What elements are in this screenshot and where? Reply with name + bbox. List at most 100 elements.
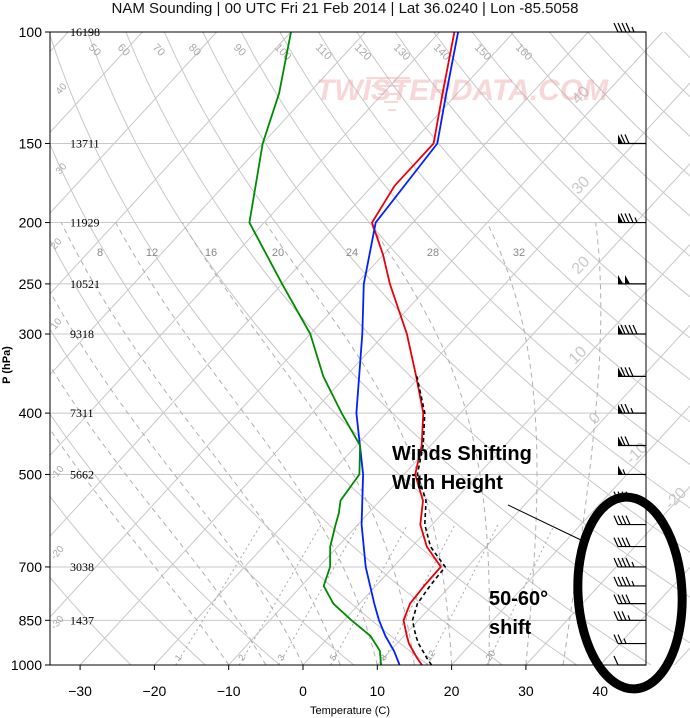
wind-barb <box>618 134 646 145</box>
wind-barb <box>613 22 646 33</box>
isotherm-label: 70 <box>150 42 167 59</box>
isotherm-label: 110 <box>313 42 334 63</box>
dry-adiabat-line <box>587 32 690 665</box>
theta-label: 16 <box>205 247 217 259</box>
moist-adiabat-line <box>486 222 538 665</box>
y-tick-label: 850 <box>19 612 43 628</box>
x-tick-label: −10 <box>217 683 241 699</box>
theta-label: 20 <box>272 247 284 259</box>
wind-barb <box>613 611 646 621</box>
moist-adiabat-line <box>115 222 378 665</box>
wind-barb <box>618 274 646 285</box>
tornado-icon <box>366 77 410 111</box>
mixing-ratio-line <box>175 524 262 665</box>
dry-adiabat-line <box>356 32 690 665</box>
dry-adiabat-line <box>50 32 355 665</box>
x-tick-label: −30 <box>68 683 92 699</box>
wind-barb <box>613 655 646 666</box>
isotherm-line <box>50 32 218 665</box>
isotherm-line <box>376 32 690 665</box>
watermark-logo: TWISTERDATA.COM <box>316 74 609 111</box>
y-tick-label: 1000 <box>11 657 42 673</box>
x-tick-label: 30 <box>518 683 534 699</box>
profile-lines <box>248 32 459 665</box>
series-line-virtual-temperature <box>411 376 446 665</box>
theta-label: 8 <box>97 247 103 259</box>
adiabat-label: 20 <box>49 236 65 252</box>
moist-adiabat-line <box>50 222 267 665</box>
isotherm-line <box>154 32 690 665</box>
x-tick-label: 40 <box>592 683 608 699</box>
mixing-ratio-label: 12 <box>423 648 437 662</box>
height-label: 10521 <box>70 277 100 291</box>
isotherm-line <box>50 32 366 665</box>
mixing-ratio-line <box>380 524 456 665</box>
adiabat-label: -20 <box>49 543 67 561</box>
dry-adiabat-line <box>279 32 690 665</box>
dry-adiabat-line <box>163 32 690 665</box>
wind-barb <box>613 576 646 587</box>
wind-barb <box>613 515 646 526</box>
wind-barb <box>618 213 646 224</box>
y-tick-label: 500 <box>19 466 43 482</box>
axes: −30 −20 −10 0 10 20 30 401000850700500400300250… <box>11 24 608 699</box>
grid-lines <box>50 32 690 665</box>
mixing-ratio-label: 1 <box>173 653 184 663</box>
isotherm-line <box>50 32 589 665</box>
winds-annotation-line2: With Height <box>392 472 503 494</box>
wind-barb <box>618 436 646 447</box>
theta-label: 24 <box>346 247 358 259</box>
moist-adiabat-line <box>60 222 341 665</box>
y-tick-label: 200 <box>19 215 43 231</box>
adiabat-label: 10 <box>49 316 65 332</box>
annotation-pointer-line <box>507 504 584 542</box>
isotherm-label: 100 <box>272 42 293 63</box>
height-label: 9318 <box>70 327 94 341</box>
moist-adiabat-line <box>368 222 490 665</box>
height-label: 13711 <box>70 136 100 150</box>
dry-adiabat-line <box>50 32 503 665</box>
dry-adiabat-line <box>50 32 429 665</box>
isotherm-label: 90 <box>231 42 248 59</box>
dry-adiabat-line <box>50 32 206 665</box>
wind-barb <box>618 367 646 377</box>
theta-label: 32 <box>513 247 525 259</box>
wind-barb <box>613 634 646 645</box>
chart-title: NAM Sounding | 00 UTC Fri 21 Feb 2014 | … <box>111 0 579 17</box>
annotations: Winds Shifting With Height 50-60° shift <box>392 443 687 694</box>
y-tick-label: 150 <box>19 135 43 151</box>
mixing-ratio-label: 8 <box>378 653 389 663</box>
adiabat-label: 30 <box>54 161 70 177</box>
x-tick-label: 0 <box>299 683 307 699</box>
adiabat-label: 30 <box>569 173 594 198</box>
y-tick-label: 250 <box>19 276 43 292</box>
moist-adiabat-line <box>50 222 304 665</box>
x-tick-label: −20 <box>143 683 167 699</box>
mixing-ratio-line <box>486 524 555 665</box>
dry-adiabat-line <box>240 32 690 665</box>
plot-frame <box>49 31 647 666</box>
adiabat-label: 20 <box>569 253 594 278</box>
mixing-ratio-label: 2 <box>236 653 247 663</box>
isotherm-line <box>228 32 690 665</box>
wind-barbs <box>613 22 647 666</box>
shift-annotation-line2: shift <box>489 617 532 639</box>
isotherm-line <box>50 32 292 665</box>
height-label: 5662 <box>70 467 94 481</box>
isotherm-line <box>302 32 690 665</box>
isotherm-label: 130 <box>391 42 412 63</box>
wind-barb <box>613 594 646 605</box>
height-label: 11929 <box>70 216 100 230</box>
dry-adiabat-line <box>86 32 652 665</box>
isotherm-label: 120 <box>352 42 373 63</box>
mixing-ratio-line <box>238 524 322 665</box>
height-label: 7311 <box>70 406 94 420</box>
highlight-circle <box>573 492 687 694</box>
x-tick-label: 20 <box>444 683 460 699</box>
isotherm-line <box>50 32 440 665</box>
isotherm-label: 50 <box>86 42 103 59</box>
mixing-ratio-line <box>330 524 408 665</box>
series-line-temperature <box>371 32 456 665</box>
isotherm-label: 80 <box>186 42 203 59</box>
